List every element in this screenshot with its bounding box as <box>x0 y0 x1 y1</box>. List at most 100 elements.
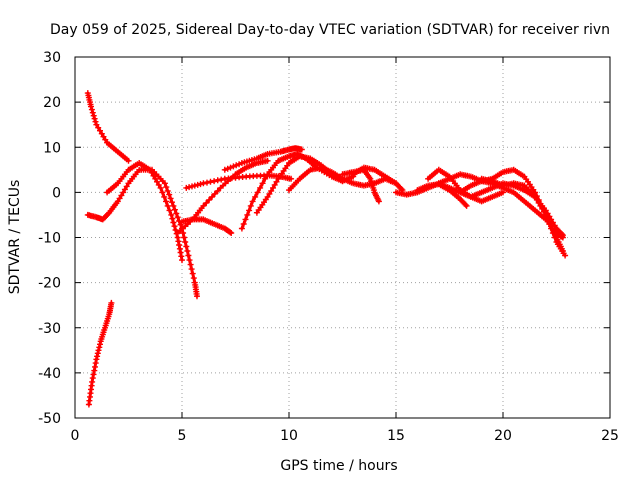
data-point-marker <box>254 189 261 196</box>
series-arc-3 <box>84 166 200 300</box>
series-arc-19 <box>478 175 566 254</box>
data-point-marker <box>238 225 245 232</box>
series-arc-10 <box>221 145 305 173</box>
data-point-marker <box>187 261 194 268</box>
data-point-marker <box>182 239 189 245</box>
data-point-marker <box>214 187 221 194</box>
data-point-marker <box>164 187 171 194</box>
x-tick-label: 10 <box>280 428 298 444</box>
x-tick-label: 0 <box>71 428 80 444</box>
data-point-marker <box>89 109 96 116</box>
data-point-marker <box>562 252 569 259</box>
data-point-marker <box>90 112 97 119</box>
data-point-marker <box>242 216 249 223</box>
y-tick-label: 0 <box>52 185 61 201</box>
data-point-marker <box>90 371 97 378</box>
data-point-marker <box>169 199 175 206</box>
data-point-marker <box>173 210 180 217</box>
data-point-marker <box>542 211 549 218</box>
series-arc-2 <box>84 90 132 164</box>
data-point-marker <box>236 161 243 168</box>
data-point-marker <box>186 184 193 191</box>
data-point-marker <box>166 207 173 214</box>
data-point-marker <box>244 211 251 218</box>
chart-title: Day 059 of 2025, Sidereal Day-to-day VTE… <box>50 22 610 38</box>
y-axis-label: SDTVAR / TECUs <box>7 180 23 295</box>
y-tick-label: -30 <box>38 321 61 337</box>
data-point-marker <box>228 230 235 236</box>
grid <box>75 57 610 418</box>
data-point-marker <box>200 202 207 209</box>
data-point-marker <box>221 166 228 173</box>
series-arc-13 <box>350 164 399 187</box>
data-point-marker <box>240 221 247 227</box>
series-arc-5 <box>179 216 235 236</box>
data-point-marker <box>123 183 130 190</box>
data-series <box>84 90 569 408</box>
data-point-marker <box>558 233 565 240</box>
data-point-marker <box>154 178 160 185</box>
data-point-marker <box>544 215 551 222</box>
data-point-marker <box>169 215 176 222</box>
x-axis-label: GPS time / hours <box>280 458 397 474</box>
data-point-marker <box>183 243 190 250</box>
data-point-marker <box>163 184 170 191</box>
data-point-marker <box>463 202 470 209</box>
series-arc-6 <box>174 157 271 236</box>
y-tick-label: -10 <box>38 231 61 247</box>
series-arc-1 <box>85 299 115 408</box>
data-point-marker <box>94 353 101 360</box>
data-point-marker <box>271 181 278 188</box>
data-point-marker <box>161 180 168 187</box>
data-point-marker <box>176 245 183 252</box>
data-point-marker <box>462 201 469 208</box>
data-point-marker <box>252 193 259 200</box>
data-point-marker <box>188 266 195 273</box>
series-arc-4 <box>104 160 185 264</box>
y-tick-label: -40 <box>38 366 61 382</box>
data-point-marker <box>209 193 215 200</box>
data-point-marker <box>183 184 190 191</box>
data-point-marker <box>227 229 234 236</box>
data-point-marker <box>548 223 555 230</box>
x-tick-label: 25 <box>601 428 619 444</box>
series-arc-15 <box>425 166 506 205</box>
data-point-marker <box>375 198 382 205</box>
y-tick-label: -20 <box>38 276 61 292</box>
data-point-marker <box>89 378 96 385</box>
data-point-marker <box>549 227 556 233</box>
data-point-marker <box>189 270 196 277</box>
data-point-marker <box>168 211 175 218</box>
data-point-marker <box>163 198 169 205</box>
series-line <box>86 91 130 163</box>
data-point-marker <box>224 165 231 172</box>
data-point-marker <box>546 219 553 226</box>
data-point-marker <box>91 115 98 122</box>
data-point-marker <box>559 248 566 254</box>
data-point-marker <box>176 242 183 248</box>
y-tick-label: 30 <box>43 50 61 66</box>
data-point-marker <box>184 248 191 254</box>
data-point-marker <box>92 118 99 125</box>
data-point-marker <box>92 360 99 367</box>
x-tick-label: 20 <box>494 428 512 444</box>
data-point-marker <box>551 230 558 237</box>
data-point-marker <box>247 202 254 209</box>
data-point-marker <box>181 234 188 241</box>
data-point-marker <box>166 191 173 198</box>
data-point-marker <box>164 202 171 209</box>
data-point-marker <box>185 252 192 259</box>
data-point-marker <box>288 175 295 182</box>
data-point-marker <box>170 202 177 209</box>
data-point-marker <box>259 180 266 187</box>
data-point-marker <box>204 179 210 186</box>
data-point-marker <box>233 162 240 169</box>
series-line <box>255 154 355 215</box>
data-point-marker <box>227 164 234 171</box>
data-point-marker <box>108 299 115 306</box>
series-arc-9 <box>253 153 357 216</box>
data-point-marker <box>170 219 177 226</box>
data-point-marker <box>167 195 174 202</box>
data-point-marker <box>249 198 256 205</box>
